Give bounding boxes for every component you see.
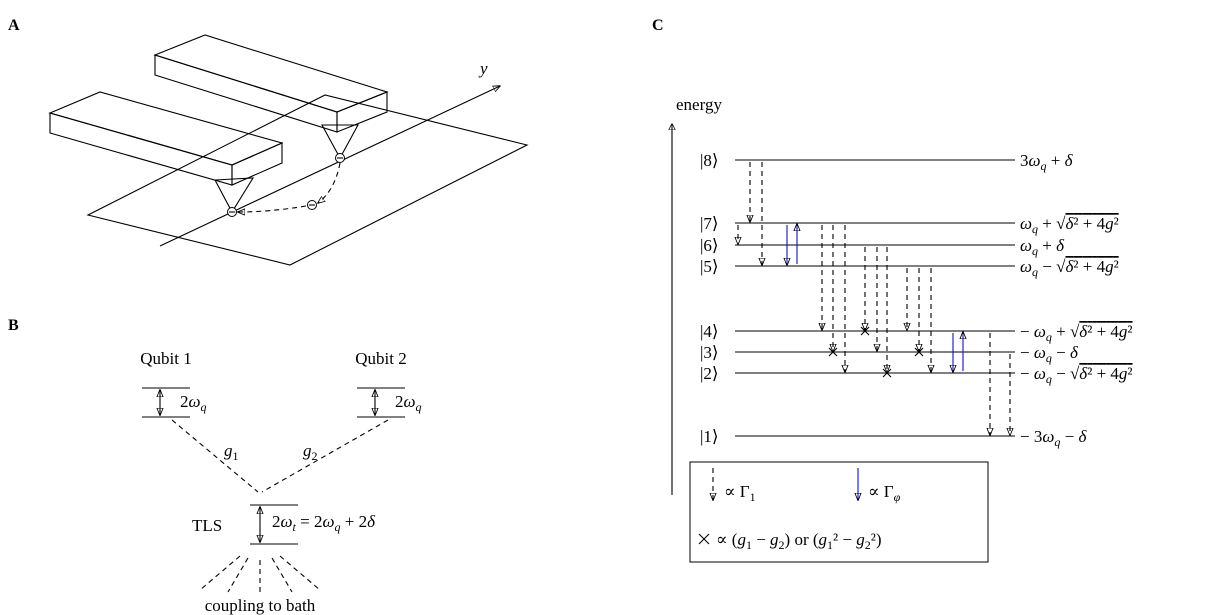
bath-label: coupling to bath <box>205 596 316 615</box>
energy-label: − ωq − δ <box>1020 343 1079 365</box>
energy-label: − ωq + √δ² + 4g² <box>1020 322 1133 344</box>
energy-label: ωq − √δ² + 4g² <box>1020 257 1119 279</box>
qubit-label: Qubit 2 <box>355 349 406 368</box>
panel-b: B Qubit 1 Qubit 2 2ωq 2ωq g1 g2 TLS 2ωt … <box>8 317 422 615</box>
energy-label: ωq + √δ² + 4g² <box>1020 214 1119 236</box>
legend-label: ∝ Γ1 <box>724 482 756 504</box>
coupling-label: g2 <box>303 441 318 463</box>
cross-mark <box>914 347 924 357</box>
energy-label: − 3ωq − δ <box>1020 427 1087 449</box>
state-label: |2⟩ <box>700 364 719 383</box>
qubit-label: Qubit 1 <box>140 349 191 368</box>
legend-box <box>689 461 989 563</box>
cross-mark <box>828 347 838 357</box>
legend-label: ∝ Γφ <box>868 482 901 504</box>
cross-mark <box>882 368 892 378</box>
cantilever-front <box>48 91 284 214</box>
panel-label: B <box>8 317 19 334</box>
energy-label: ωq + δ <box>1020 236 1065 258</box>
state-label: |6⟩ <box>700 236 719 255</box>
bath-lines <box>199 555 321 593</box>
panel-a: A y <box>8 17 529 266</box>
tls-defects <box>227 153 345 217</box>
cross-mark <box>860 326 870 336</box>
state-label: |1⟩ <box>700 427 719 446</box>
panel-label: C <box>652 17 664 34</box>
axis-label: y <box>478 59 488 78</box>
state-label: |3⟩ <box>700 343 719 362</box>
energy-label: 3ωq + δ <box>1020 151 1074 173</box>
cantilever-back <box>153 34 389 160</box>
panel-label: A <box>8 17 20 34</box>
legend-cross <box>698 533 710 545</box>
substrate-plane <box>86 94 529 266</box>
y-axis <box>159 86 500 247</box>
splitting-label: 2ωq <box>395 392 422 414</box>
tls-label: TLS <box>192 516 222 535</box>
state-label: |7⟩ <box>700 214 719 233</box>
splitting-label: 2ωt = 2ωq + 2δ <box>272 512 376 534</box>
state-label: |4⟩ <box>700 322 719 341</box>
state-label: |8⟩ <box>700 151 719 170</box>
legend-label: ∝ (g1 − g2) or (g1² − g2²) <box>716 530 882 552</box>
axis-label: energy <box>676 95 722 114</box>
state-label: |5⟩ <box>700 257 719 276</box>
splitting-label: 2ωq <box>180 392 207 414</box>
panel-c: C energy ∝ Γ1 ∝ Γφ ∝ (g1 − g2) or (g1² −… <box>652 17 1133 563</box>
energy-label: − ωq − √δ² + 4g² <box>1020 364 1133 386</box>
coupling-label: g1 <box>224 441 239 463</box>
